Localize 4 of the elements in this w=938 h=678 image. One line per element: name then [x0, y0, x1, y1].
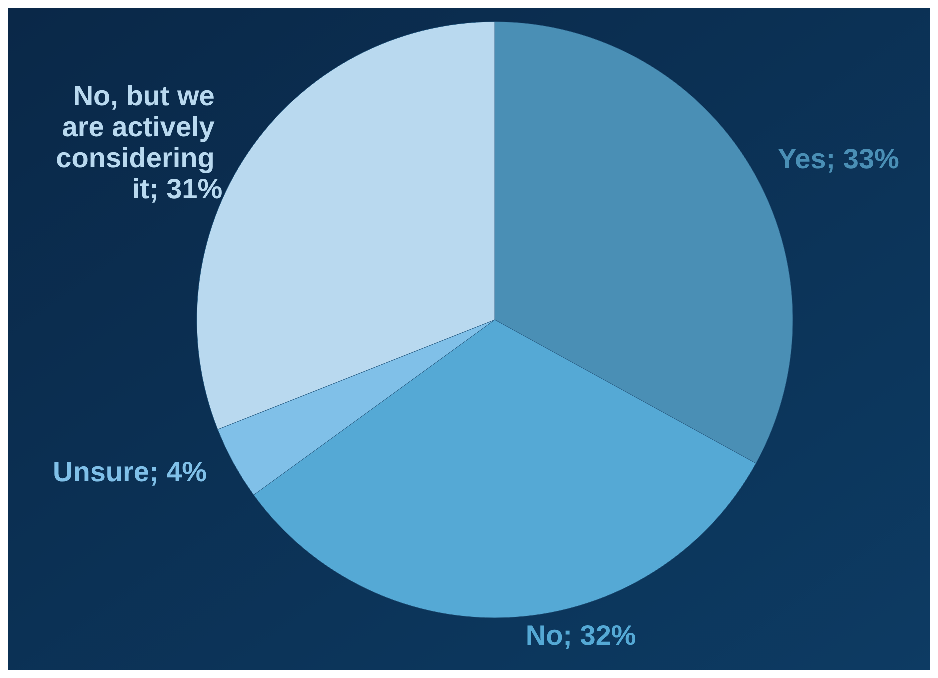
- slice-label: No, but we are actively considering it; 31%: [56, 80, 223, 204]
- slice-label: Yes; 33%: [778, 144, 900, 175]
- slice-label: Unsure; 4%: [53, 456, 208, 488]
- slice-label: No; 32%: [526, 620, 636, 651]
